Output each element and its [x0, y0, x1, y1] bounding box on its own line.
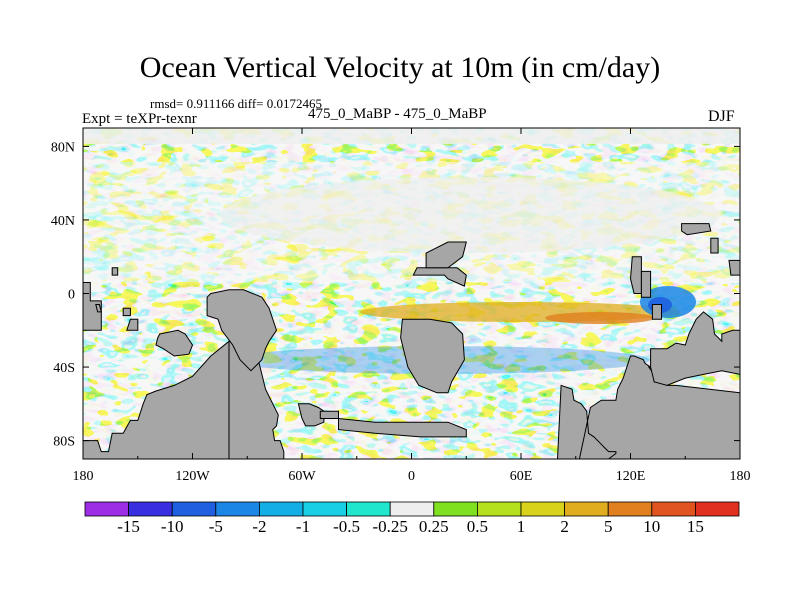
colorbar-swatch-1	[128, 501, 173, 517]
colorbar-swatch-8	[433, 501, 478, 517]
x-tick-label-0: 180	[73, 469, 94, 484]
colorbar-label-8: 0.5	[467, 517, 488, 536]
land-polygon-14	[556, 355, 740, 459]
chart-title: Ocean Vertical Velocity at 10m (in cm/da…	[139, 51, 661, 84]
land-polygon-16	[650, 311, 740, 386]
colorbar-swatch-9	[476, 501, 522, 517]
colorbar-swatch-6	[346, 501, 391, 517]
colorbar-swatch-3	[215, 501, 260, 517]
colorbar: -15 -10 -5 -2 -1 -0.5 -0.25 0.25 0.5 1 2 5 10 15	[84, 501, 740, 536]
land-polygon-13	[412, 267, 467, 287]
equatorial-upwelling-core	[545, 312, 655, 324]
land-polygon-20	[710, 237, 719, 254]
colorbar-swatch-13	[651, 501, 696, 517]
colorbar-label-2: -5	[209, 517, 223, 536]
stats-text: rmsd= 0.911166 diff= 0.0172465	[150, 96, 322, 111]
y-tick-label-1: 40N	[51, 214, 75, 229]
land-polygon-3	[95, 304, 102, 313]
colorbar-label-0: -15	[117, 517, 140, 536]
land-polygon-12	[400, 318, 465, 394]
land-polygon-10	[319, 410, 339, 419]
x-axis: 180 120W 60W 0 60E 120E 180	[73, 128, 751, 484]
colorbar-label-9: 1	[517, 517, 526, 536]
y-tick-label-4: 80S	[53, 435, 75, 450]
colorbar-swatch-0	[84, 501, 129, 517]
land-polygon-7	[155, 329, 194, 357]
land-polygon-23	[425, 241, 467, 269]
colorbar-swatch-11	[564, 501, 609, 517]
x-tick-label-3: 0	[408, 469, 415, 484]
colorbar-label-13: 15	[687, 517, 704, 536]
y-tick-label-3: 40S	[53, 361, 75, 376]
land-polygon-1	[228, 340, 285, 459]
land-polygon-18	[640, 270, 652, 298]
north-pacific-calm	[220, 177, 720, 253]
land-polygon-4	[122, 307, 131, 317]
colorbar-label-4: -1	[296, 517, 310, 536]
colorbar-label-11: 5	[604, 517, 613, 536]
colorbar-label-7: 0.25	[419, 517, 449, 536]
colorbar-swatch-2	[171, 501, 217, 517]
land-polygon-2	[83, 282, 102, 331]
x-tick-label-1: 120W	[175, 469, 210, 484]
colorbar-swatch-5	[302, 501, 347, 517]
y-tick-label-2: 0	[68, 288, 75, 303]
colorbar-swatch-10	[520, 501, 565, 517]
x-tick-label-5: 120E	[616, 469, 646, 484]
x-tick-label-4: 60E	[510, 469, 533, 484]
x-tick-label-2: 60W	[288, 469, 316, 484]
colorbar-label-1: -10	[161, 517, 184, 536]
colorbar-label-5: -0.5	[333, 517, 360, 536]
land-polygon-9	[297, 403, 325, 427]
colorbar-swatch-7	[389, 501, 435, 517]
colorbar-label-3: -2	[252, 517, 266, 536]
land-polygon-17	[629, 256, 642, 294]
y-axis: 80N 40N 0 40S 80S	[51, 140, 740, 450]
colorbar-swatch-14	[695, 501, 740, 517]
land-polygon-6	[126, 318, 139, 331]
land-layer	[83, 223, 740, 459]
experiment-label: Expt = teXPr-texnr	[82, 111, 197, 127]
land-polygon-22	[728, 259, 740, 276]
land-polygon-5	[111, 267, 119, 276]
y-tick-label-0: 80N	[51, 140, 75, 155]
land-polygon-8	[206, 289, 278, 372]
x-tick-label-6: 180	[730, 469, 751, 484]
colorbar-label-10: 2	[560, 517, 569, 536]
land-polygon-11	[338, 417, 467, 438]
land-polygon-21	[681, 223, 712, 236]
colorbar-label-12: 10	[643, 517, 660, 536]
colorbar-label-6: -0.25	[372, 517, 407, 536]
season-label: DJF	[708, 108, 735, 125]
land-polygon-19	[651, 304, 662, 320]
case-label: 475_0_MaBP - 475_0_MaBP	[308, 106, 487, 122]
arctic-calm-band	[83, 128, 740, 144]
colorbar-swatch-4	[258, 501, 304, 517]
colorbar-swatch-12	[607, 501, 653, 517]
